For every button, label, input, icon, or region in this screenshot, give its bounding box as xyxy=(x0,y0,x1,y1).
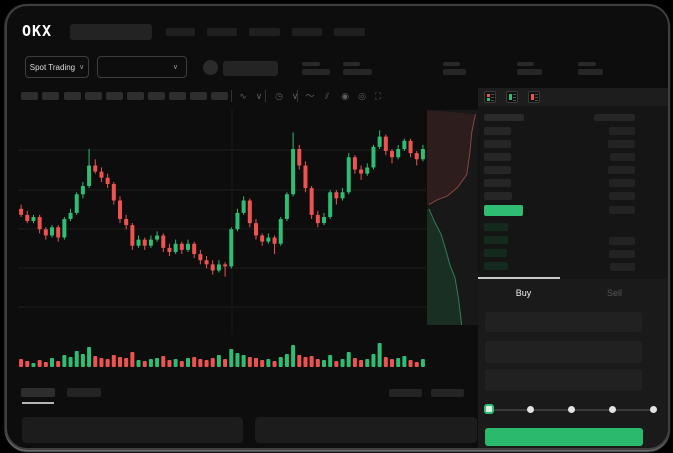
buy-tab-indicator xyxy=(478,277,560,279)
settings-icon[interactable]: ◎ xyxy=(358,91,366,101)
bid-row-price[interactable] xyxy=(484,262,508,270)
ask-row-amount[interactable] xyxy=(609,127,635,135)
last-price-amount xyxy=(609,206,635,214)
last-price-badge[interactable] xyxy=(484,205,523,216)
history-table-placeholder xyxy=(255,417,477,443)
interval-icon[interactable]: ◷ xyxy=(275,91,283,101)
stat-label-placeholder xyxy=(343,62,360,66)
slider-handle[interactable] xyxy=(484,404,494,414)
bottom-tab[interactable] xyxy=(67,388,101,397)
ask-row-price[interactable] xyxy=(484,166,511,174)
price-input[interactable] xyxy=(485,312,642,332)
stat-label-placeholder xyxy=(578,62,596,66)
bid-row-price[interactable] xyxy=(484,236,508,244)
tab-sell[interactable]: Sell xyxy=(606,288,622,298)
toolbar-button[interactable] xyxy=(85,92,102,100)
bid-row-amount[interactable] xyxy=(610,263,635,271)
ask-row-price[interactable] xyxy=(484,179,511,187)
orderbook-header-price xyxy=(484,114,524,121)
book-both-icon[interactable] xyxy=(484,91,496,103)
volume-chart[interactable] xyxy=(18,336,426,368)
toolbar-button[interactable] xyxy=(127,92,144,100)
book-bids-icon[interactable] xyxy=(506,91,518,103)
pair-selector-dropdown[interactable]: ∨ xyxy=(97,56,187,78)
ask-row-amount[interactable] xyxy=(608,140,635,148)
toolbar-button[interactable] xyxy=(190,92,207,100)
nav-item[interactable] xyxy=(292,28,322,36)
header-search-input[interactable] xyxy=(70,24,152,40)
nav-item[interactable] xyxy=(334,28,365,36)
ask-row-price[interactable] xyxy=(484,127,511,135)
buy-submit-button[interactable] xyxy=(485,428,643,446)
toolbar-button[interactable] xyxy=(64,92,81,100)
chevron-down-icon[interactable]: ∨ xyxy=(255,91,263,101)
chevron-down-icon: ∨ xyxy=(172,63,178,71)
market-type-selector[interactable]: Spot Trading ∨ xyxy=(25,56,89,78)
market-type-label: Spot Trading xyxy=(29,62,76,72)
fullscreen-icon[interactable]: ⛶ xyxy=(374,91,382,101)
bottom-action[interactable] xyxy=(431,389,464,397)
bid-row-amount[interactable] xyxy=(609,250,635,258)
bid-row-price[interactable] xyxy=(484,249,507,257)
ask-row-amount[interactable] xyxy=(608,166,635,174)
device-frame: OKX Spot Trading ∨ ∨ ∿ ∨ ◷ ∨ 〜 ⫽ ◉ ◎ ⛶ xyxy=(5,4,670,450)
tab-buy[interactable]: Buy xyxy=(515,288,532,298)
stat-label-placeholder xyxy=(302,62,320,66)
toolbar-button[interactable] xyxy=(42,92,59,100)
bid-row-price[interactable] xyxy=(484,223,508,231)
toolbar-button[interactable] xyxy=(21,92,38,100)
bottom-tab-indicator xyxy=(22,402,54,404)
pair-avatar xyxy=(203,60,218,75)
orders-table-placeholder xyxy=(22,417,243,443)
chevron-down-icon: ∨ xyxy=(79,63,85,71)
ask-row-amount[interactable] xyxy=(609,192,635,200)
stat-value-placeholder xyxy=(302,69,330,75)
ask-row-price[interactable] xyxy=(484,153,511,161)
bottom-tab-active[interactable] xyxy=(21,388,55,397)
trade-panel xyxy=(478,279,668,448)
book-asks-icon[interactable] xyxy=(528,91,540,103)
stat-label-placeholder xyxy=(517,62,534,66)
orderbook-toolbar xyxy=(478,88,668,106)
toolbar-divider xyxy=(297,90,298,102)
stat-value-placeholder xyxy=(343,69,372,75)
stat-value-placeholder xyxy=(443,69,466,75)
total-input[interactable] xyxy=(485,369,642,391)
chevron-down-icon[interactable]: ∨ xyxy=(291,91,299,101)
okx-logo[interactable]: OKX xyxy=(22,22,53,40)
pair-name-placeholder xyxy=(223,61,278,76)
indicators-icon[interactable]: 〜 xyxy=(305,91,315,101)
toolbar-divider xyxy=(231,90,232,102)
toolbar-button[interactable] xyxy=(106,92,123,100)
stat-value-placeholder xyxy=(578,69,603,75)
ask-row-amount[interactable] xyxy=(610,153,635,161)
ask-row-price[interactable] xyxy=(484,140,511,148)
stat-label-placeholder xyxy=(443,62,460,66)
toolbar-button[interactable] xyxy=(169,92,186,100)
toolbar-divider xyxy=(265,90,266,102)
slider-stop[interactable] xyxy=(609,406,616,413)
chart-type-icon[interactable]: ∿ xyxy=(239,91,247,101)
ask-row-amount[interactable] xyxy=(609,179,635,187)
nav-item[interactable] xyxy=(166,28,195,36)
amount-input[interactable] xyxy=(485,341,642,363)
bottom-action[interactable] xyxy=(389,389,422,397)
compare-icon[interactable]: ⫽ xyxy=(324,91,329,101)
stat-value-placeholder xyxy=(517,69,542,75)
slider-stop[interactable] xyxy=(568,406,575,413)
toolbar-button[interactable] xyxy=(148,92,165,100)
camera-icon[interactable]: ◉ xyxy=(341,91,349,101)
orderbook-header-amount xyxy=(594,114,635,121)
candlestick-chart[interactable] xyxy=(18,108,426,334)
slider-stop[interactable] xyxy=(527,406,534,413)
bid-row-amount[interactable] xyxy=(609,237,635,245)
ask-row-price[interactable] xyxy=(484,192,512,200)
depth-chart[interactable] xyxy=(427,110,478,325)
nav-item[interactable] xyxy=(249,28,280,36)
nav-item[interactable] xyxy=(207,28,237,36)
slider-stop[interactable] xyxy=(650,406,657,413)
toolbar-button[interactable] xyxy=(211,92,228,100)
